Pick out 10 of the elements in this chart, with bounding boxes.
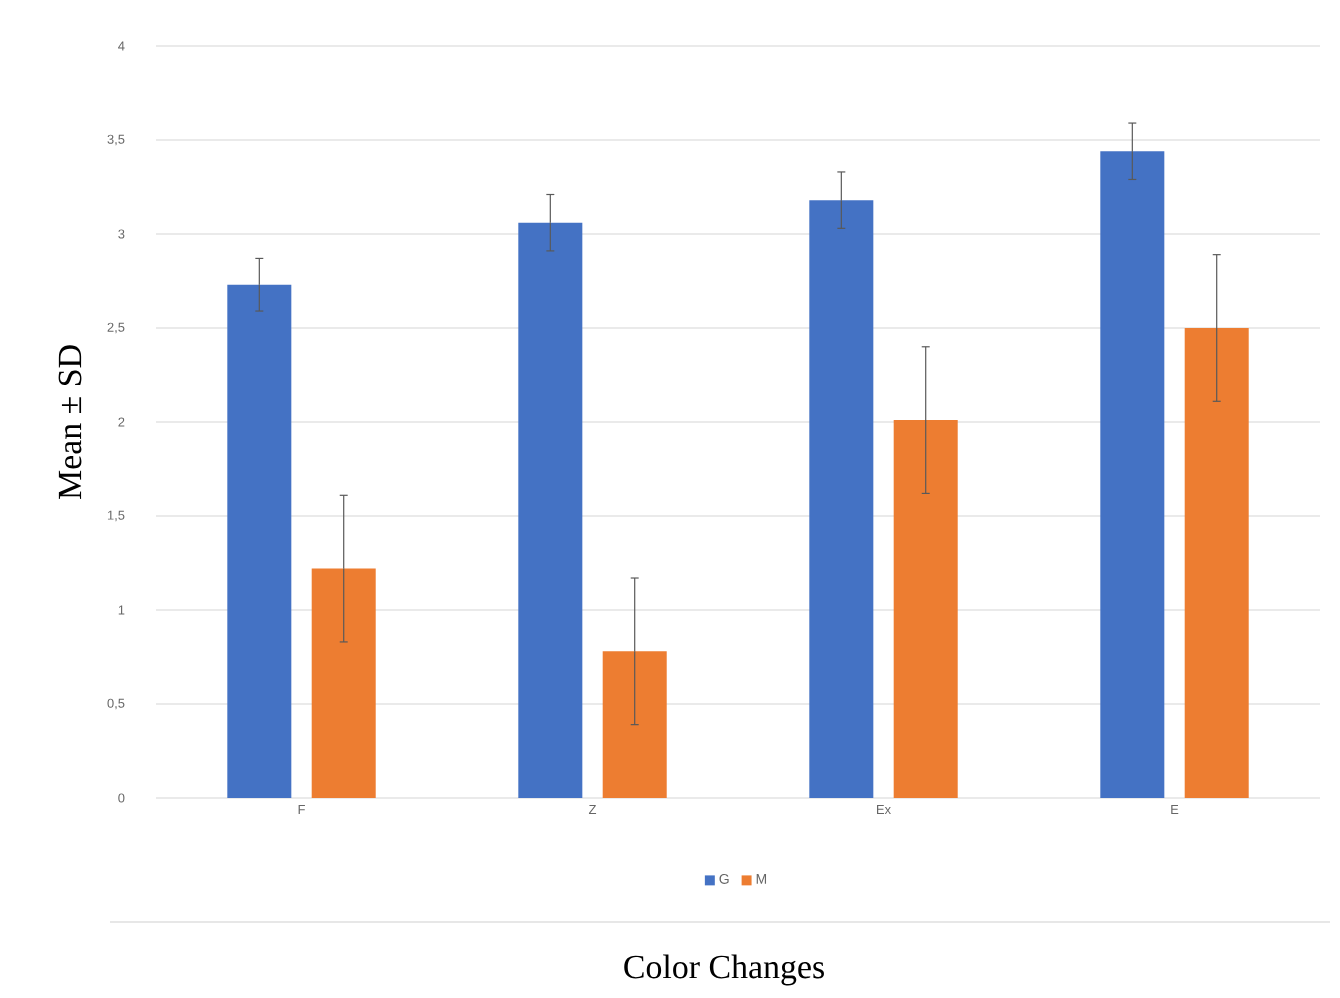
bar [311, 568, 376, 798]
bar [1184, 327, 1249, 798]
bar [809, 200, 874, 798]
bar [602, 651, 667, 798]
x-axis-title: Color Changes [624, 954, 824, 986]
bar [1100, 151, 1165, 798]
bar [893, 420, 958, 798]
y-axis-title: Mean ± SD [58, 345, 82, 499]
bar [227, 284, 292, 798]
bar [518, 222, 583, 798]
